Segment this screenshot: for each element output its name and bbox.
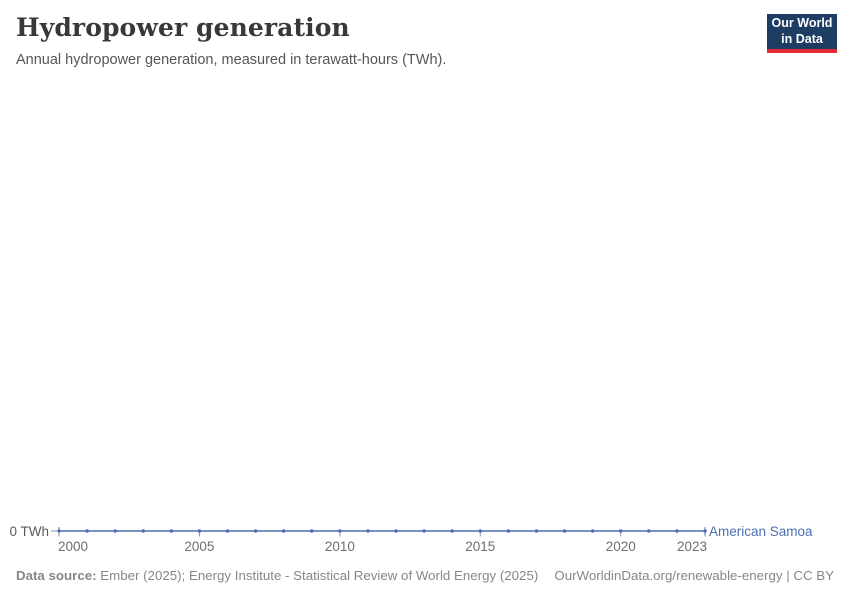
data-point[interactable] — [394, 529, 398, 533]
data-point[interactable] — [366, 529, 370, 533]
data-point[interactable] — [169, 529, 174, 533]
data-point[interactable] — [590, 529, 595, 533]
data-point[interactable] — [534, 529, 539, 533]
data-point[interactable] — [703, 529, 707, 533]
x-axis-label: 2010 — [325, 539, 355, 554]
data-point[interactable] — [338, 529, 342, 533]
chart-subtitle: Annual hydropower generation, measured i… — [16, 52, 447, 68]
data-point[interactable] — [113, 529, 117, 533]
x-axis-label: 2005 — [184, 539, 214, 554]
data-source-label: Data source: — [16, 568, 97, 583]
owid-logo[interactable]: Our World in Data — [767, 14, 837, 53]
x-axis-label: 2015 — [465, 539, 495, 554]
data-point[interactable] — [450, 529, 454, 533]
data-point[interactable] — [310, 529, 314, 533]
data-point[interactable] — [562, 529, 567, 533]
data-point[interactable] — [647, 529, 651, 533]
data-point[interactable] — [141, 529, 145, 533]
x-axis-label: 2023 — [677, 539, 707, 554]
data-point[interactable] — [225, 529, 230, 533]
owid-logo-line1: Our World — [771, 16, 833, 30]
data-source-note: Data source: Ember (2025); Energy Instit… — [16, 568, 538, 583]
data-point[interactable] — [197, 529, 202, 533]
y-axis-tick-label: 0 TWh — [9, 524, 49, 539]
owid-url-license-link[interactable]: OurWorldinData.org/renewable-energy | CC… — [554, 568, 834, 583]
series-entity-label[interactable]: American Samoa — [709, 524, 813, 539]
owid-logo-line2: in Data — [781, 31, 823, 46]
data-source-text: Ember (2025); Energy Institute - Statist… — [100, 568, 539, 583]
data-point[interactable] — [506, 529, 511, 533]
data-point[interactable] — [422, 529, 426, 533]
data-point[interactable] — [281, 529, 286, 533]
data-point[interactable] — [253, 529, 258, 533]
data-point[interactable] — [85, 529, 89, 533]
data-point[interactable] — [675, 529, 679, 533]
chart-title: Hydropower generation — [16, 13, 350, 42]
data-point[interactable] — [619, 529, 623, 533]
x-axis-label: 2000 — [58, 539, 88, 554]
x-axis-label: 2020 — [606, 539, 636, 554]
data-point[interactable] — [57, 529, 61, 533]
data-point[interactable] — [478, 529, 483, 533]
